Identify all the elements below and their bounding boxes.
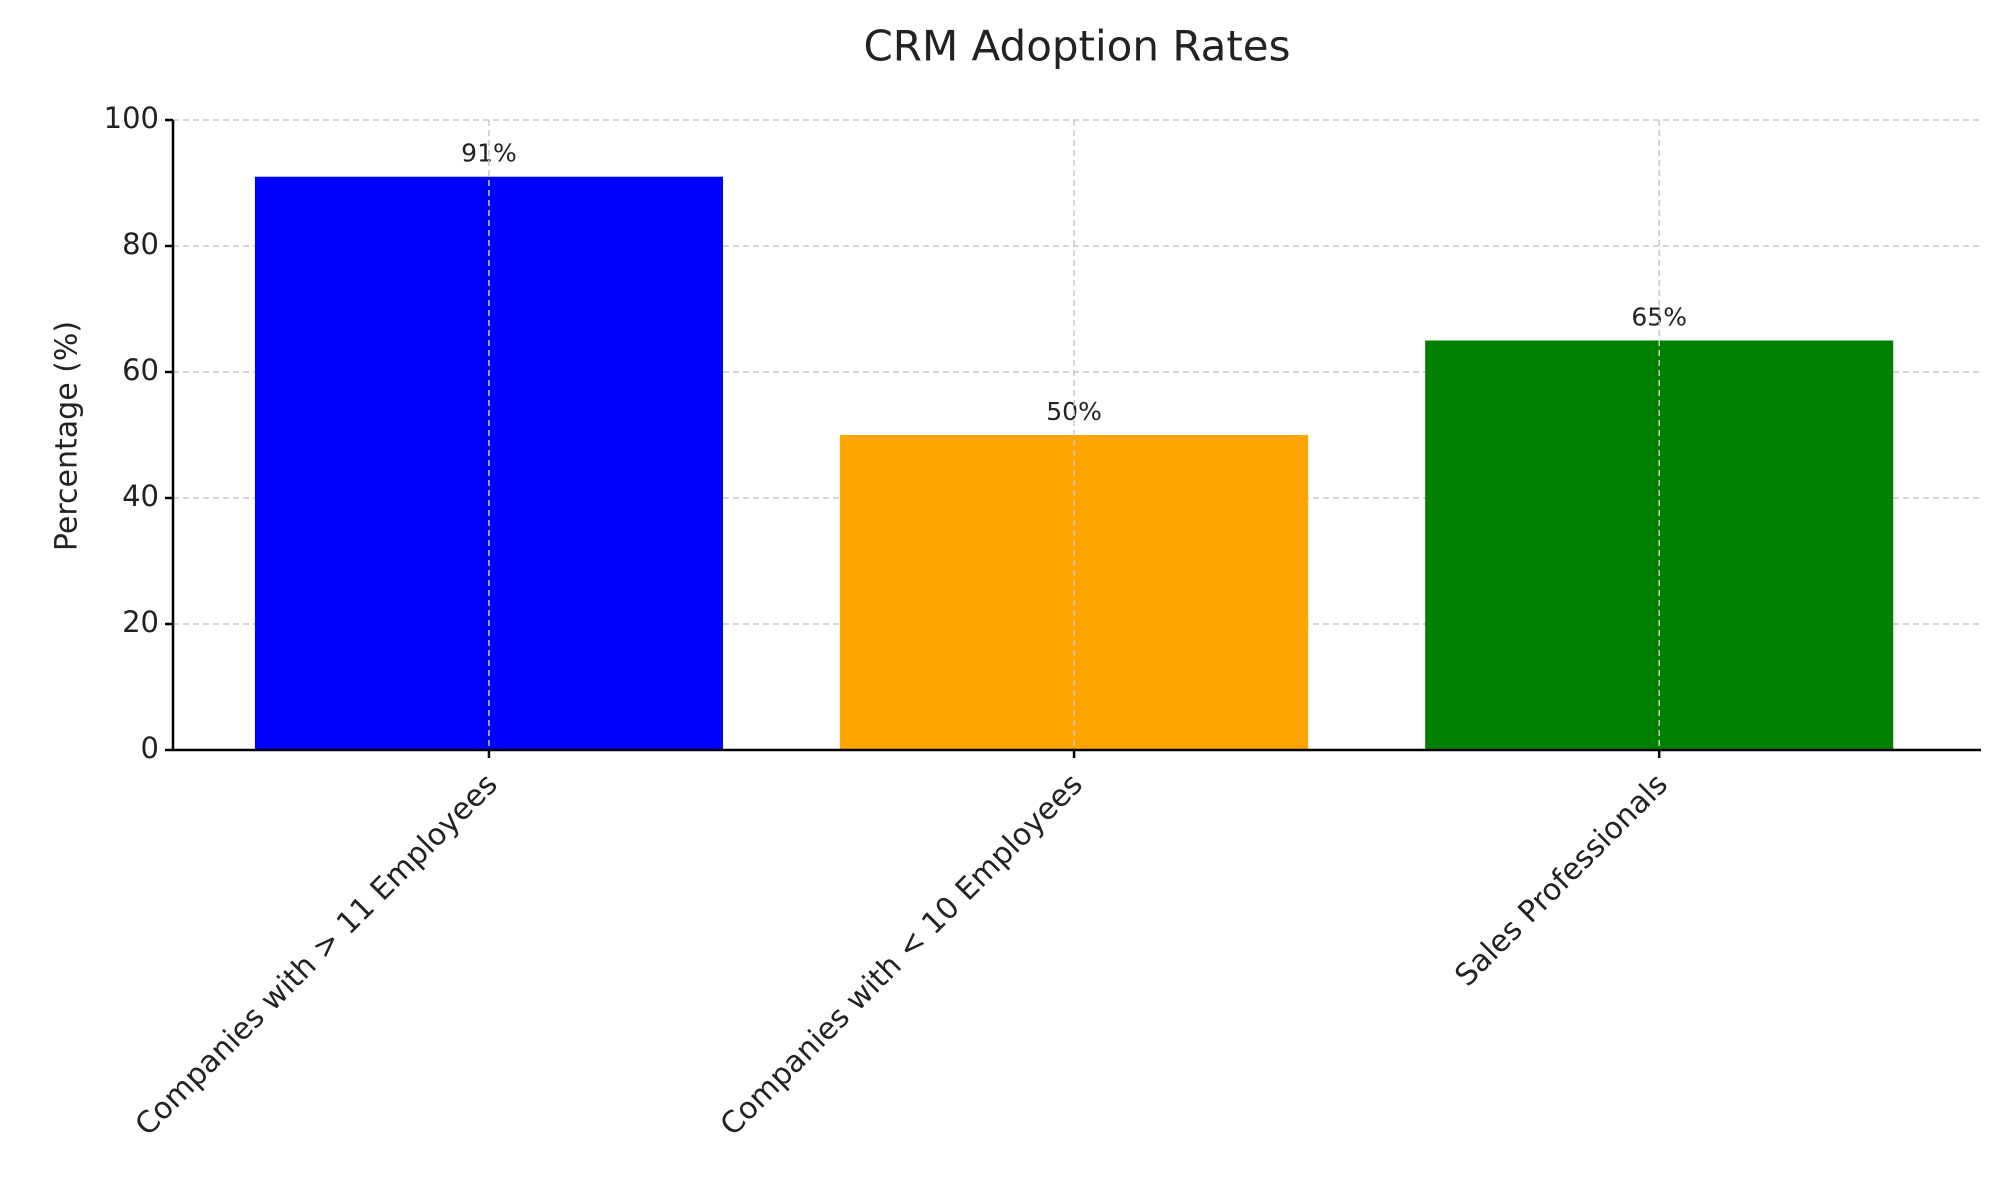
x-tick-label: Companies with > 11 Employees	[129, 767, 505, 1143]
y-axis-label: Percentage (%)	[50, 321, 85, 551]
y-tick-label: 0	[141, 731, 159, 765]
chart-title: CRM Adoption Rates	[863, 22, 1290, 71]
x-tick-label: Sales Professionals	[1448, 767, 1674, 993]
value-label: 65%	[1631, 303, 1687, 332]
y-tick-label: 20	[122, 605, 159, 639]
y-tick-label: 80	[122, 227, 159, 261]
y-tick-label: 40	[122, 479, 159, 513]
y-tick-label: 100	[104, 101, 159, 135]
y-tick-label: 60	[122, 353, 159, 387]
x-tick-label: Companies with < 10 Employees	[714, 767, 1090, 1143]
